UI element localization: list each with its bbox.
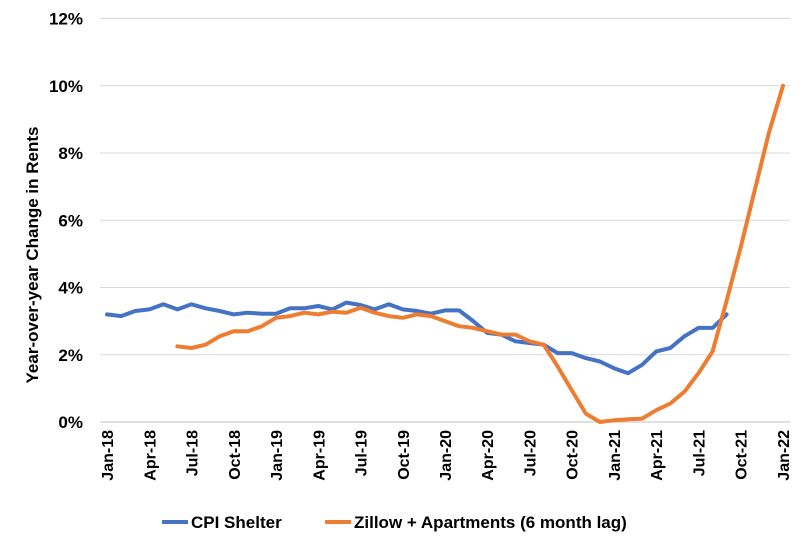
x-tick-label: Jan-21: [607, 430, 624, 481]
y-tick-label: 6%: [58, 211, 83, 230]
x-tick-label: Jan-20: [438, 430, 455, 481]
x-tick-label: Oct-18: [227, 430, 244, 480]
x-tick-label: Jul-21: [691, 430, 708, 476]
x-tick-label: Oct-20: [565, 430, 582, 480]
x-tick-label: Apr-18: [142, 430, 159, 481]
y-axis-label: Year-over-year Change in Rents: [23, 127, 42, 384]
y-tick-label: 12%: [49, 10, 83, 29]
x-tick-label: Jul-20: [522, 430, 539, 476]
x-tick-label: Jan-18: [100, 430, 117, 481]
y-tick-label: 0%: [58, 413, 83, 432]
gridlines: [100, 18, 790, 356]
x-tick-label: Jan-19: [269, 430, 286, 481]
y-tick-label: 2%: [58, 346, 83, 365]
y-tick-label: 10%: [49, 77, 83, 96]
x-tick-label: Oct-21: [734, 430, 751, 480]
x-tick-label: Apr-19: [311, 430, 328, 481]
x-tick-label: Apr-21: [649, 430, 666, 481]
series-line-zillow-apartments: [175, 83, 785, 424]
x-tick-label: Jul-19: [354, 430, 371, 476]
y-tick-labels: 0% 2% 4% 6% 8% 10% 12%: [49, 10, 83, 433]
x-tick-label: Jul-18: [185, 430, 202, 476]
series-line-cpi-shelter: [105, 300, 729, 376]
x-tick-label: Oct-19: [396, 430, 413, 480]
y-tick-label: 4%: [58, 279, 83, 298]
legend-label-zillow-apartments: Zillow + Apartments (6 month lag): [354, 513, 627, 532]
x-tick-label: Apr-20: [480, 430, 497, 481]
x-tick-labels: Jan-18 Apr-18 Jul-18 Oct-18 Jan-19 Apr-19 Jul-…: [100, 430, 793, 481]
legend-label-cpi-shelter: CPI Shelter: [191, 513, 282, 532]
x-tick-label: Jan-22: [776, 430, 793, 481]
y-tick-label: 8%: [58, 144, 83, 163]
legend: CPI Shelter Zillow + Apartments (6 month…: [162, 513, 627, 532]
series-lines: [105, 83, 785, 424]
